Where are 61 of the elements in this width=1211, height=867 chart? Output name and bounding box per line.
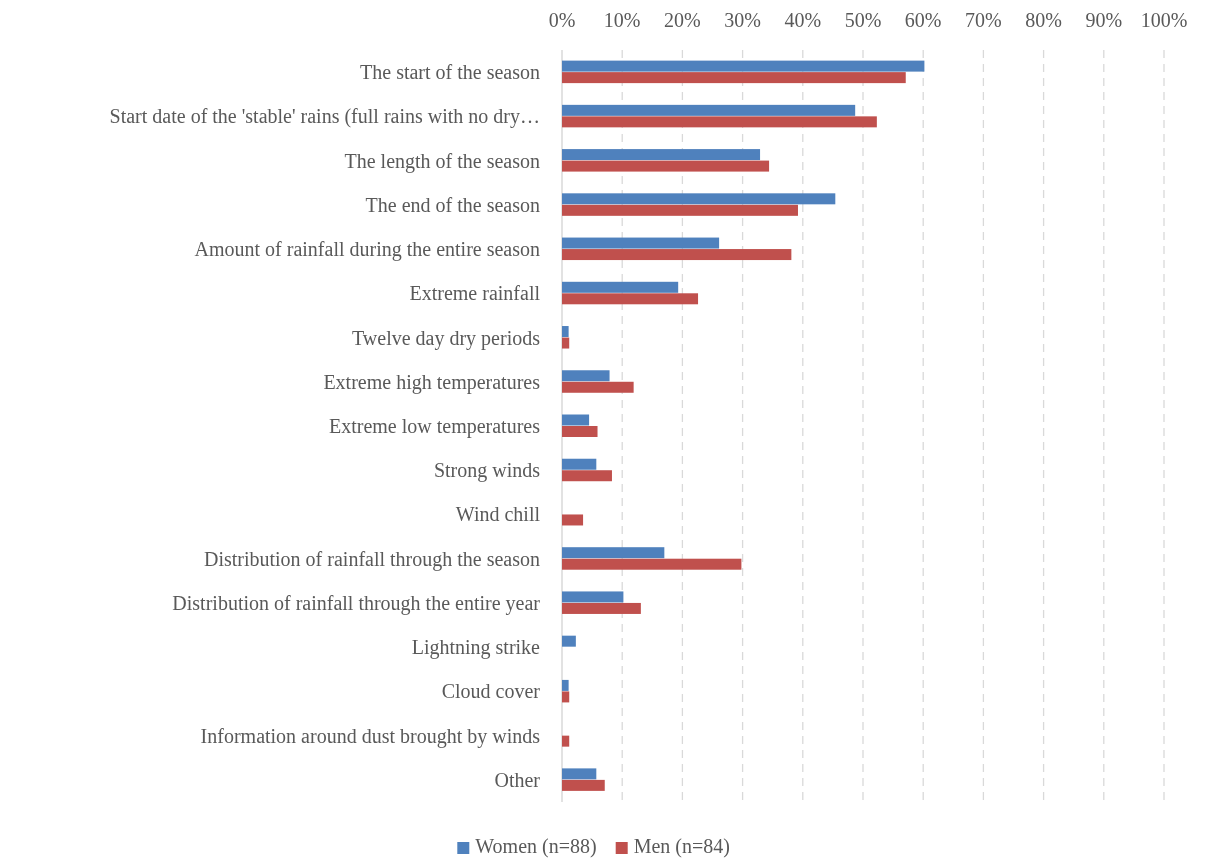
bar [562,547,665,559]
bar [562,602,641,614]
bar [562,237,720,249]
legend-label: Women (n=88) [475,835,597,858]
bar [562,337,570,349]
y-tick-label: Amount of rainfall during the entire season [194,238,540,262]
y-tick-label: Start date of the 'stable' rains (full rains with no dry… [109,105,540,129]
bar [562,60,925,72]
bar [562,326,569,338]
x-tick-label: 100% [1140,9,1188,31]
x-tick-label: 60% [904,9,942,31]
bar [562,193,836,205]
y-tick-label: Distribution of rainfall through the season [203,547,540,571]
x-tick-label: 10% [603,9,641,31]
x-tick-label: 20% [664,9,701,31]
bar [562,72,906,84]
bar [562,116,877,128]
x-tick-label: 50% [844,9,882,31]
bar [562,635,576,647]
bar [562,514,584,526]
y-tick-label: Other [494,768,541,791]
y-tick-label: Extreme rainfall [409,282,541,305]
y-tick-label: Wind chill [455,503,541,526]
bar [562,426,598,437]
bar [562,779,605,791]
bar [562,414,590,426]
bar [562,149,761,161]
y-tick-label: The end of the season [365,193,540,216]
bar [562,458,597,470]
bar [562,204,798,216]
bar [562,160,770,172]
bar [562,104,856,116]
y-tick-label: Strong winds [433,459,541,483]
x-tick-label: 40% [784,9,822,31]
bar [562,691,570,703]
y-tick-label: The length of the season [344,149,540,173]
bar [562,281,679,293]
legend-label: Men (n=84) [633,835,730,858]
y-tick-label: Extreme low temperatures [328,415,541,438]
x-tick-label: 70% [965,9,1002,31]
y-tick-label: Extreme high temperatures [323,370,541,394]
x-tick-label: 80% [1025,9,1062,31]
y-tick-label: The start of the season [360,61,540,84]
bar [562,558,742,570]
bar [562,381,634,393]
x-tick-label: 90% [1085,9,1123,31]
bar [562,735,570,747]
bar [562,470,612,482]
x-tick-label: 30% [724,9,761,31]
y-tick-label: Twelve day dry periods [352,326,541,350]
x-tick-label: 0% [548,9,576,31]
bar [562,249,792,261]
y-tick-label: Cloud cover [441,680,541,703]
y-tick-label: Distribution of rainfall through the entire year [172,591,541,615]
bar [562,370,610,382]
bar [562,293,699,305]
bar [562,591,624,603]
y-tick-label: Lightning strike [411,636,541,660]
bar [562,768,597,780]
y-tick-label: Information around dust brought by winds [200,724,541,748]
bar [562,679,569,691]
